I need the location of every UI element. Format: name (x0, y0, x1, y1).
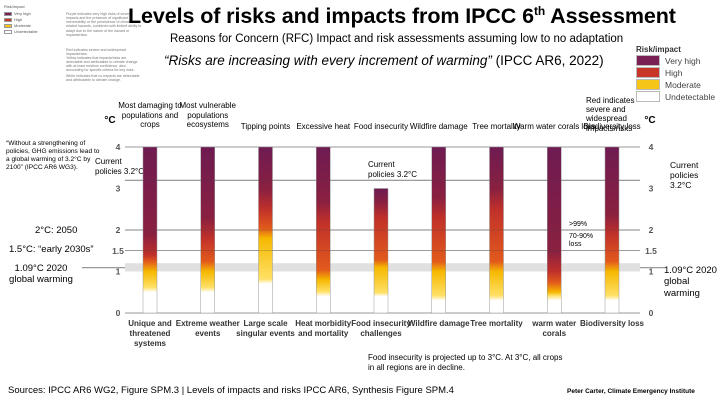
column-top-label: Tree mortality (472, 122, 521, 131)
right-legend-item-label: High (665, 67, 683, 78)
right-legend-title: Risk/impact (636, 45, 681, 54)
y-tick-label-left: 2 (116, 225, 121, 235)
coral-7090-label: 70-90% loss (569, 233, 594, 249)
y-tick-label-right: 0 (649, 308, 654, 318)
right-legend-item: Undetectable (636, 91, 716, 102)
right-legend-swatch (636, 55, 660, 66)
food-note: Food insecurity is projected up to 3°C. … (368, 353, 563, 373)
left-legend-item-label: Moderate (14, 23, 31, 28)
column-bottom-label: Extreme weather events (175, 319, 240, 338)
left-legend-description: Yellow indicates that impacts/risks are … (66, 56, 138, 73)
y-tick-label-left: 1.5 (112, 246, 124, 256)
column-bottom-label: Heat morbidity and mortality (295, 319, 352, 338)
y-tick-label-left: 4 (116, 142, 121, 152)
left-legend-description: Red indicates severe and widespread impa… (66, 48, 126, 57)
column-top-label: Tipping points (240, 122, 291, 131)
credit: Peter Carter, Climate Emergency Institut… (567, 388, 695, 395)
left-legend-item-label: High (14, 17, 23, 22)
left-legend-swatch (4, 11, 12, 16)
column-top-label: Most vulnerable populations ecosystems (179, 101, 236, 130)
column-bottom-label: warm water corals (532, 319, 577, 338)
left-legend-item-label: Undetectable (14, 29, 38, 34)
left-legend-item-label: Very high (14, 11, 31, 16)
left-legend-item: Undetectable (4, 29, 38, 34)
y-tick-label-left: 0 (116, 308, 121, 318)
without-strengthening-note: “Without a strengthening of policies, GH… (6, 140, 100, 171)
column-bottom-label: Wildfire damage (407, 319, 470, 328)
left-legend-swatch (4, 23, 12, 28)
right-legend-note: Red indicates severe and widespread impa… (586, 96, 635, 133)
axis-unit-label: °C (104, 115, 115, 126)
current-policies-right: Current policies 3.2°C (670, 160, 699, 191)
left-legend-description: White indicates that no impacts are dete… (66, 74, 140, 83)
left-legend-item: High (4, 17, 22, 22)
current-warming-right: 1.09°C 2020 global warming (664, 265, 717, 299)
column-top-label: Warm water corals loss (512, 122, 596, 131)
column-bottom-label: Food insecurity challenges (351, 319, 411, 338)
left-legend-item: Moderate (4, 23, 31, 28)
y-tick-label-right: 1.5 (645, 246, 657, 256)
y-tick-label-right: 3 (649, 184, 654, 194)
right-legend-items: Very high High Moderate Undetectable (636, 55, 716, 102)
current-policies-left: Current policies 3.2°C (95, 157, 144, 176)
left-legend-swatch (4, 29, 12, 34)
y-tick-label-right: 1 (649, 267, 654, 277)
right-legend-swatch (636, 79, 660, 90)
quote: “Risks are increasing with every increme… (164, 53, 604, 68)
column-bottom-label: Unique and threatened systems (128, 319, 172, 348)
sources: Sources: IPCC AR6 WG2, Figure SPM.3 | Le… (8, 385, 454, 396)
current-policies-mid: Current policies 3.2°C (368, 160, 417, 179)
subtitle: Reasons for Concern (RFC) Impact and ris… (170, 33, 624, 45)
coral-99-label: >99% (569, 221, 588, 228)
left-legend-title: Risk/impact (4, 4, 25, 9)
right-legend: Risk/impact Very high High Moderate Undetec… (636, 45, 716, 102)
axis-unit-label: °C (644, 115, 655, 126)
column-bottom-label: Biodiversity loss (579, 319, 645, 328)
column-top-label: Wildfire damage (409, 122, 468, 131)
y-tick-label-left: 1 (116, 267, 121, 277)
column-top-label: Food insecurity (353, 122, 409, 131)
left-legend-item: Very high (4, 11, 31, 16)
two-c-label: 2°C: 2050 (35, 225, 78, 236)
right-legend-item: Moderate (636, 79, 716, 90)
left-legend-description: Purple indicates very high risks of seve… (66, 12, 142, 37)
column-top-label: Excessive heat (296, 122, 351, 131)
right-legend-item-label: Very high (665, 55, 701, 66)
y-tick-label-left: 3 (116, 184, 121, 194)
right-legend-swatch (636, 91, 660, 102)
y-tick-label-right: 2 (649, 225, 654, 235)
right-legend-item: Very high (636, 55, 716, 66)
page-title: Levels of risks and impacts from IPCC 6t… (128, 4, 676, 29)
column-top-label: Most damaging to populations and crops (118, 101, 182, 130)
current-warming-left: 1.09°C 2020 global warming (9, 263, 73, 286)
column-bottom-label: Large scale singular events (236, 319, 295, 338)
one-five-c-label: 1.5°C: “early 2030s” (9, 244, 94, 255)
column-top-label: Biodiversity loss (583, 122, 641, 131)
left-legend-swatch (4, 17, 12, 22)
right-legend-item-label: Undetectable (665, 91, 716, 102)
y-tick-label-right: 4 (649, 142, 654, 152)
right-legend-item-label: Moderate (665, 79, 701, 90)
column-bottom-label: Tree mortality (470, 319, 523, 328)
right-legend-swatch (636, 67, 660, 78)
right-legend-item: High (636, 67, 716, 78)
left-legend: Risk/impact Very high High Moderate Undetec… (4, 4, 144, 88)
